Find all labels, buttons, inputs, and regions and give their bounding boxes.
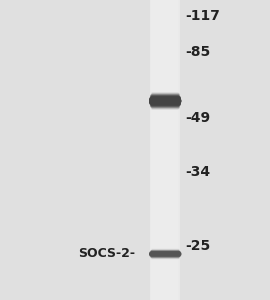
Bar [155,0,175,300]
Bar [157,0,172,300]
Bar [160,0,169,300]
Bar [158,0,171,300]
Bar [150,0,180,300]
Text: SOCS-2-: SOCS-2- [78,247,135,260]
Bar [154,0,176,300]
Bar [159,0,170,300]
Bar [150,0,180,300]
Bar [153,0,176,300]
Bar [156,0,174,300]
Bar [152,0,177,300]
Bar [151,0,178,300]
Bar [157,0,173,300]
Bar [155,0,174,300]
Bar [160,0,170,300]
Bar [154,0,175,300]
Bar [158,0,171,300]
Bar [156,0,173,300]
Text: -117: -117 [185,10,220,23]
Bar [153,0,177,300]
Text: -34: -34 [185,166,210,179]
Text: -25: -25 [185,239,210,253]
Text: -49: -49 [185,112,210,125]
Bar [150,0,179,300]
Bar [151,0,178,300]
Text: -85: -85 [185,46,210,59]
